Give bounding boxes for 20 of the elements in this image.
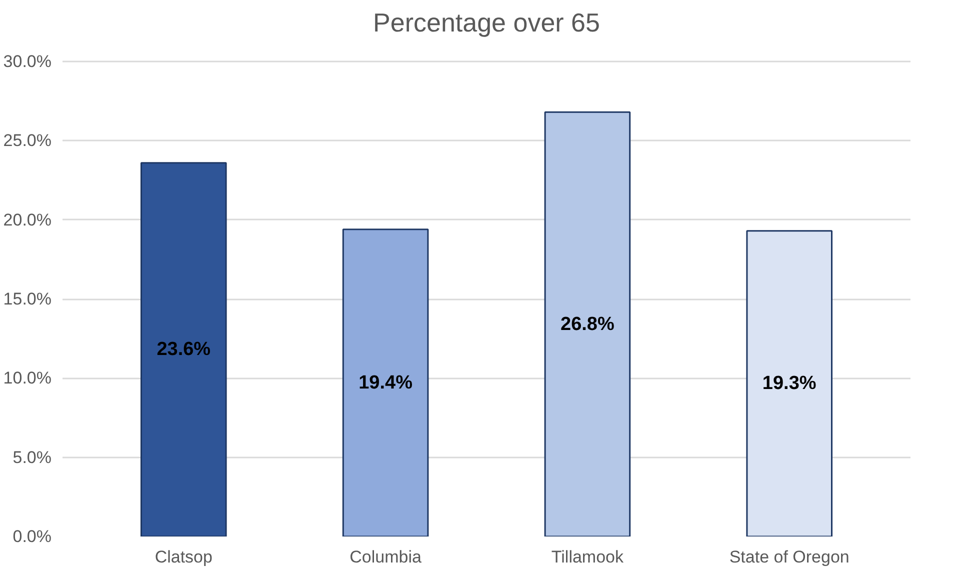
y-tick-label: 15.0% <box>3 290 52 308</box>
data-label: 19.4% <box>358 372 413 394</box>
data-label: 26.8% <box>560 314 614 335</box>
chart-title: Percentage over 65 <box>373 8 600 38</box>
y-tick-label: 30.0% <box>3 52 52 71</box>
bar <box>544 111 631 536</box>
data-label: 19.3% <box>762 373 816 394</box>
y-tick-label: 25.0% <box>3 131 52 150</box>
data-label: 23.6% <box>156 339 211 360</box>
y-tick-label: 0.0% <box>12 527 52 546</box>
bar <box>342 228 429 536</box>
y-tick-label: 20.0% <box>3 210 52 230</box>
x-tick-label: State of Oregon <box>729 548 850 566</box>
bar <box>140 162 227 536</box>
x-tick-label: Clatsop <box>154 548 212 566</box>
y-tick-label: 10.0% <box>3 368 52 388</box>
bar <box>746 230 833 536</box>
x-tick-label: Tillamook <box>551 548 624 566</box>
x-tick-label: Columbia <box>350 548 422 566</box>
y-tick-label: 5.0% <box>12 448 52 467</box>
